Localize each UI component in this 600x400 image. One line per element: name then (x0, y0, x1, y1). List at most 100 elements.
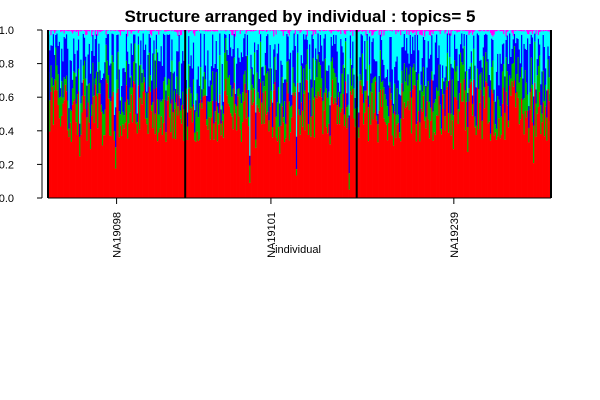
bar-segment-3 (465, 34, 468, 71)
bar-segment-3 (201, 89, 203, 103)
bar-segment-4 (194, 35, 196, 111)
sample-column (128, 30, 130, 198)
bar-segment-3 (501, 44, 504, 72)
bar-segment-5 (501, 30, 504, 32)
sample-column (71, 30, 74, 198)
bar-segment-1 (280, 125, 282, 198)
bar-segment-1 (77, 91, 80, 198)
bar-segment-2 (250, 68, 252, 91)
bar-segment-2 (442, 78, 444, 95)
bar-segment-4 (347, 30, 349, 75)
bar-segment-1 (386, 140, 389, 198)
bar-segment-4 (464, 31, 467, 72)
bar-segment-5 (70, 30, 73, 32)
bar-segment-1 (506, 105, 509, 198)
bar-segment-5 (482, 30, 485, 32)
bar-segment-4 (103, 30, 105, 74)
bar-segment-5 (328, 30, 330, 31)
bar-segment-2 (56, 65, 58, 91)
bar-segment-4 (160, 30, 163, 47)
sample-column (343, 30, 346, 198)
bar-segment-4 (477, 30, 480, 36)
bar-segment-2 (364, 90, 366, 113)
bar-segment-1 (197, 140, 200, 198)
sample-column (365, 30, 367, 198)
bar-segment-3 (446, 33, 449, 53)
bar-segment-1 (245, 118, 248, 198)
bar-segment-4 (324, 30, 327, 35)
bar-segment-1 (220, 135, 223, 198)
sample-column (236, 30, 238, 198)
bar-segment-2 (497, 96, 499, 137)
bar-segment-1 (153, 88, 155, 198)
bar-segment-1 (62, 103, 64, 198)
bar-segment-2 (198, 103, 201, 140)
bar-segment-2 (119, 114, 122, 126)
bar-segment-2 (151, 105, 153, 112)
bar-segment-1 (367, 141, 370, 198)
bar-segment-1 (333, 104, 335, 198)
sample-column (104, 30, 106, 198)
sample-column (202, 30, 205, 198)
bar-segment-4 (190, 30, 193, 56)
bar-segment-2 (547, 59, 549, 90)
bar-segment-1 (499, 138, 502, 198)
sample-column (285, 30, 287, 198)
bar-segment-5 (403, 30, 406, 31)
bar-segment-1 (488, 121, 491, 198)
bar-segment-5 (470, 30, 473, 32)
sample-column (74, 30, 76, 198)
sample-column (482, 30, 485, 198)
bar-segment-3 (103, 73, 105, 115)
sample-column (227, 30, 230, 198)
bar-segment-4 (328, 30, 330, 66)
bar-segment-1 (73, 101, 75, 198)
bar-segment-1 (371, 92, 373, 198)
sample-column (249, 30, 251, 198)
sample-column (116, 30, 118, 198)
bar-segment-5 (210, 30, 213, 31)
bar-segment-1 (106, 83, 109, 198)
bar-segment-3 (529, 43, 531, 93)
sample-column (318, 30, 321, 198)
bar-segment-1 (230, 113, 232, 198)
sample-column (428, 30, 431, 198)
bar-segment-2 (167, 78, 170, 97)
bar-segment-2 (298, 109, 300, 115)
bar-segment-4 (57, 30, 60, 46)
bar-segment-5 (507, 30, 510, 31)
sample-column (75, 30, 78, 198)
bar-segment-4 (457, 31, 460, 81)
bar-segment-1 (274, 81, 276, 198)
bar-segment-5 (439, 30, 442, 35)
bar-segment-2 (237, 89, 239, 97)
bar-segment-3 (135, 63, 137, 114)
sample-column (535, 30, 537, 198)
bar-segment-4 (413, 32, 415, 51)
bar-segment-3 (106, 34, 109, 61)
bar-segment-5 (548, 30, 551, 32)
sample-column (494, 30, 497, 198)
sample-column (321, 30, 323, 198)
sample-column (177, 30, 179, 198)
bar-segment-1 (394, 111, 396, 198)
sample-column (413, 30, 415, 198)
bar-segment-2 (457, 109, 460, 124)
bar-segment-5 (271, 30, 274, 31)
bar-segment-2 (142, 69, 145, 92)
bar-segment-2 (294, 86, 297, 93)
bar-segment-5 (285, 30, 287, 32)
bar-segment-2 (267, 71, 269, 112)
bar-segment-4 (95, 30, 98, 35)
bar-segment-1 (243, 101, 245, 198)
bar-segment-5 (214, 30, 217, 32)
bar-segment-1 (242, 122, 244, 198)
bar-segment-1 (483, 108, 486, 198)
bar-segment-4 (528, 34, 530, 107)
sample-column (474, 30, 476, 198)
bar-segment-4 (491, 35, 493, 39)
bar-segment-4 (380, 36, 383, 40)
bar-segment-5 (127, 30, 129, 37)
bar-segment-4 (55, 31, 57, 35)
sample-column (261, 30, 263, 198)
